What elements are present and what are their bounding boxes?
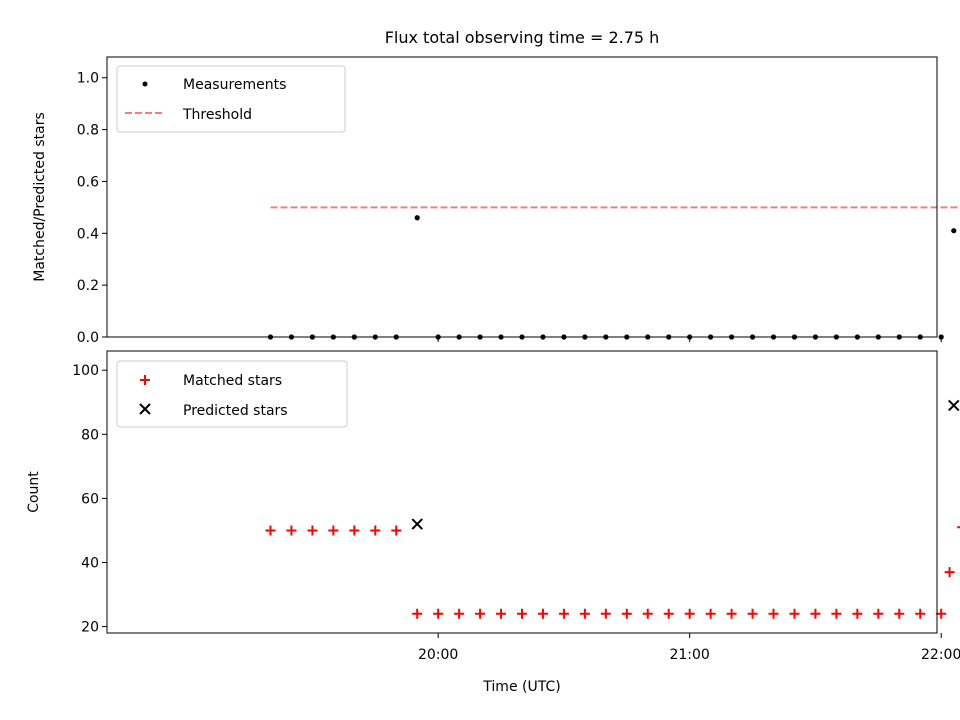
x-tick-label: 21:00 bbox=[669, 647, 709, 663]
matched-stars-point bbox=[328, 525, 339, 536]
ratio-y-axis-label: Matched/Predicted stars bbox=[32, 112, 48, 282]
matched-stars-point bbox=[475, 608, 486, 619]
measurements-legend-marker bbox=[142, 81, 148, 87]
y-tick-label: 0.6 bbox=[77, 174, 99, 190]
matched-stars-point bbox=[894, 608, 905, 619]
matched-stars-point bbox=[265, 525, 276, 536]
matched-stars-point bbox=[831, 608, 842, 619]
matched-stars-point bbox=[873, 608, 884, 619]
matched-stars-point bbox=[370, 525, 381, 536]
matched-stars-point bbox=[621, 608, 632, 619]
ratio-legend: Measurements Threshold bbox=[116, 65, 346, 133]
matched-stars-point bbox=[915, 608, 926, 619]
matched-stars-point bbox=[433, 608, 444, 619]
predicted-stars-legend-label: Predicted stars bbox=[183, 403, 288, 419]
matched-stars-point bbox=[517, 608, 527, 619]
predicted-stars-point bbox=[948, 399, 960, 412]
x-tick-label: 20:00 bbox=[418, 647, 458, 663]
ratio-legend-box bbox=[116, 65, 346, 133]
ratio-axes-frame bbox=[106, 56, 938, 338]
y-tick-label: 0.2 bbox=[77, 278, 99, 294]
matched-stars-legend-label: Matched stars bbox=[183, 373, 282, 389]
x-tick-label: 22:00 bbox=[921, 647, 960, 663]
matched-stars-point bbox=[496, 608, 507, 619]
count-axes-frame bbox=[106, 350, 938, 634]
count-y-axis: 20 40 60 80 100 bbox=[72, 363, 107, 636]
matched-stars-point bbox=[391, 525, 402, 536]
y-tick-label: 0.0 bbox=[77, 330, 99, 346]
matched-stars-point bbox=[705, 608, 716, 619]
y-tick-label: 1.0 bbox=[77, 71, 99, 87]
y-tick-label: 20 bbox=[81, 620, 99, 636]
ratio-panel: 0.0 0.2 0.4 0.6 0.8 1.0 Matched/Predicted sta… bbox=[32, 56, 960, 346]
matched-stars-point bbox=[286, 525, 297, 536]
matched-stars-point bbox=[810, 608, 821, 619]
matched-stars-point bbox=[600, 608, 611, 619]
matched-stars-point bbox=[307, 525, 318, 536]
ratio-y-axis: 0.0 0.2 0.4 0.6 0.8 1.0 bbox=[77, 71, 107, 346]
count-legend: Matched stars Predicted stars bbox=[116, 360, 348, 428]
y-tick-label: 80 bbox=[81, 427, 99, 443]
matched-stars-legend-marker bbox=[140, 375, 150, 385]
y-tick-label: 0.8 bbox=[77, 123, 99, 139]
x-axis-label: Time (UTC) bbox=[482, 679, 560, 695]
measurements-legend-label: Measurements bbox=[183, 77, 286, 93]
matched-stars-point bbox=[663, 608, 674, 619]
matched-stars-point bbox=[454, 608, 465, 619]
count-legend-box bbox=[116, 360, 348, 428]
matched-stars-point bbox=[579, 608, 590, 619]
matched-stars-point bbox=[768, 608, 779, 619]
matched-stars-point bbox=[936, 608, 947, 619]
matched-stars-point bbox=[412, 608, 423, 619]
matched-stars-point bbox=[957, 526, 960, 529]
predicted-stars-legend-marker bbox=[139, 403, 151, 415]
matched-stars-point bbox=[684, 608, 695, 619]
measurements-point bbox=[414, 215, 420, 221]
y-tick-label: 40 bbox=[81, 556, 99, 572]
count-plot-area bbox=[265, 399, 960, 619]
ratio-plot-area bbox=[267, 206, 960, 340]
matched-stars-point bbox=[944, 567, 955, 578]
matched-stars-point bbox=[789, 608, 800, 619]
matched-stars-point bbox=[747, 608, 758, 619]
ratio-x-ticks bbox=[437, 337, 942, 342]
matched-stars-point bbox=[349, 525, 360, 536]
figure-title: Flux total observing time = 2.75 h bbox=[385, 28, 660, 47]
y-tick-label: 60 bbox=[81, 491, 99, 507]
y-tick-label: 100 bbox=[72, 363, 99, 379]
predicted-stars-point bbox=[411, 518, 423, 530]
threshold-legend-label: Threshold bbox=[182, 107, 252, 123]
count-y-axis-label: Count bbox=[26, 471, 42, 513]
matched-stars-point bbox=[642, 608, 653, 619]
y-tick-label: 0.4 bbox=[77, 226, 99, 242]
matched-stars-point bbox=[537, 608, 548, 619]
matched-stars-point bbox=[726, 608, 737, 619]
matched-stars-point bbox=[558, 608, 569, 619]
measurements-point bbox=[951, 228, 957, 234]
matched-stars-point bbox=[852, 608, 863, 619]
